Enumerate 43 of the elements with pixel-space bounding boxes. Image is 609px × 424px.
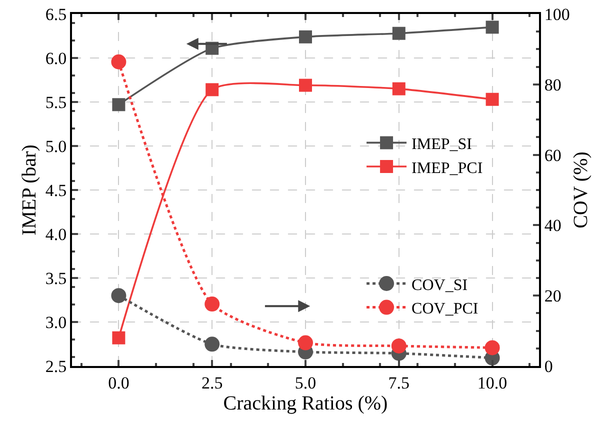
point bbox=[111, 54, 126, 70]
y2-axis-title: COV (%) bbox=[570, 152, 592, 228]
point bbox=[392, 26, 406, 40]
point bbox=[486, 20, 499, 34]
y-tick-label: 4.5 bbox=[45, 180, 67, 200]
y-tick-label: 6.0 bbox=[45, 48, 67, 68]
point bbox=[299, 78, 312, 92]
point bbox=[391, 338, 406, 354]
legend-label: IMEP_PCI bbox=[412, 160, 483, 177]
point bbox=[298, 335, 313, 350]
y2-tick-label: 40 bbox=[544, 216, 562, 236]
x-tick-label: 5.0 bbox=[294, 373, 316, 392]
y-tick-label: 6.5 bbox=[45, 4, 67, 24]
y-tick-label: 3.5 bbox=[45, 268, 67, 288]
legend-label: COV_PCI bbox=[412, 300, 478, 318]
point bbox=[204, 296, 220, 312]
point bbox=[111, 288, 126, 304]
point bbox=[206, 83, 219, 96]
y2-tick-label: 20 bbox=[544, 286, 562, 306]
x-tick-label: 10.0 bbox=[477, 373, 508, 392]
point bbox=[112, 331, 126, 344]
y2-tick-label: 80 bbox=[544, 75, 562, 94]
y-tick-label: 2.5 bbox=[45, 356, 67, 376]
legend-label: COV_SI bbox=[412, 276, 468, 294]
legend-label: IMEP_SI bbox=[412, 136, 472, 153]
y-tick-label: 3.0 bbox=[45, 312, 67, 332]
point bbox=[112, 98, 126, 112]
y2-tick-label: 60 bbox=[544, 146, 562, 165]
point bbox=[486, 92, 499, 106]
y-tick-label: 5.0 bbox=[45, 136, 67, 156]
y2-tick-label: 0 bbox=[544, 356, 553, 376]
x-tick-label: 0.0 bbox=[108, 373, 130, 392]
point bbox=[392, 82, 406, 96]
y-tick-label: 4.0 bbox=[45, 224, 67, 244]
y2-tick-label: 100 bbox=[544, 4, 570, 24]
y-tick-label: 5.5 bbox=[45, 92, 67, 112]
point bbox=[299, 30, 312, 44]
x-tick-label: 7.5 bbox=[388, 373, 410, 392]
x-axis-title: Cracking Ratios (%) bbox=[223, 392, 388, 414]
y-axis-title: IMEP (bar) bbox=[18, 144, 40, 236]
x-tick-label: 2.5 bbox=[201, 373, 223, 392]
point bbox=[204, 336, 220, 352]
point bbox=[484, 340, 500, 356]
